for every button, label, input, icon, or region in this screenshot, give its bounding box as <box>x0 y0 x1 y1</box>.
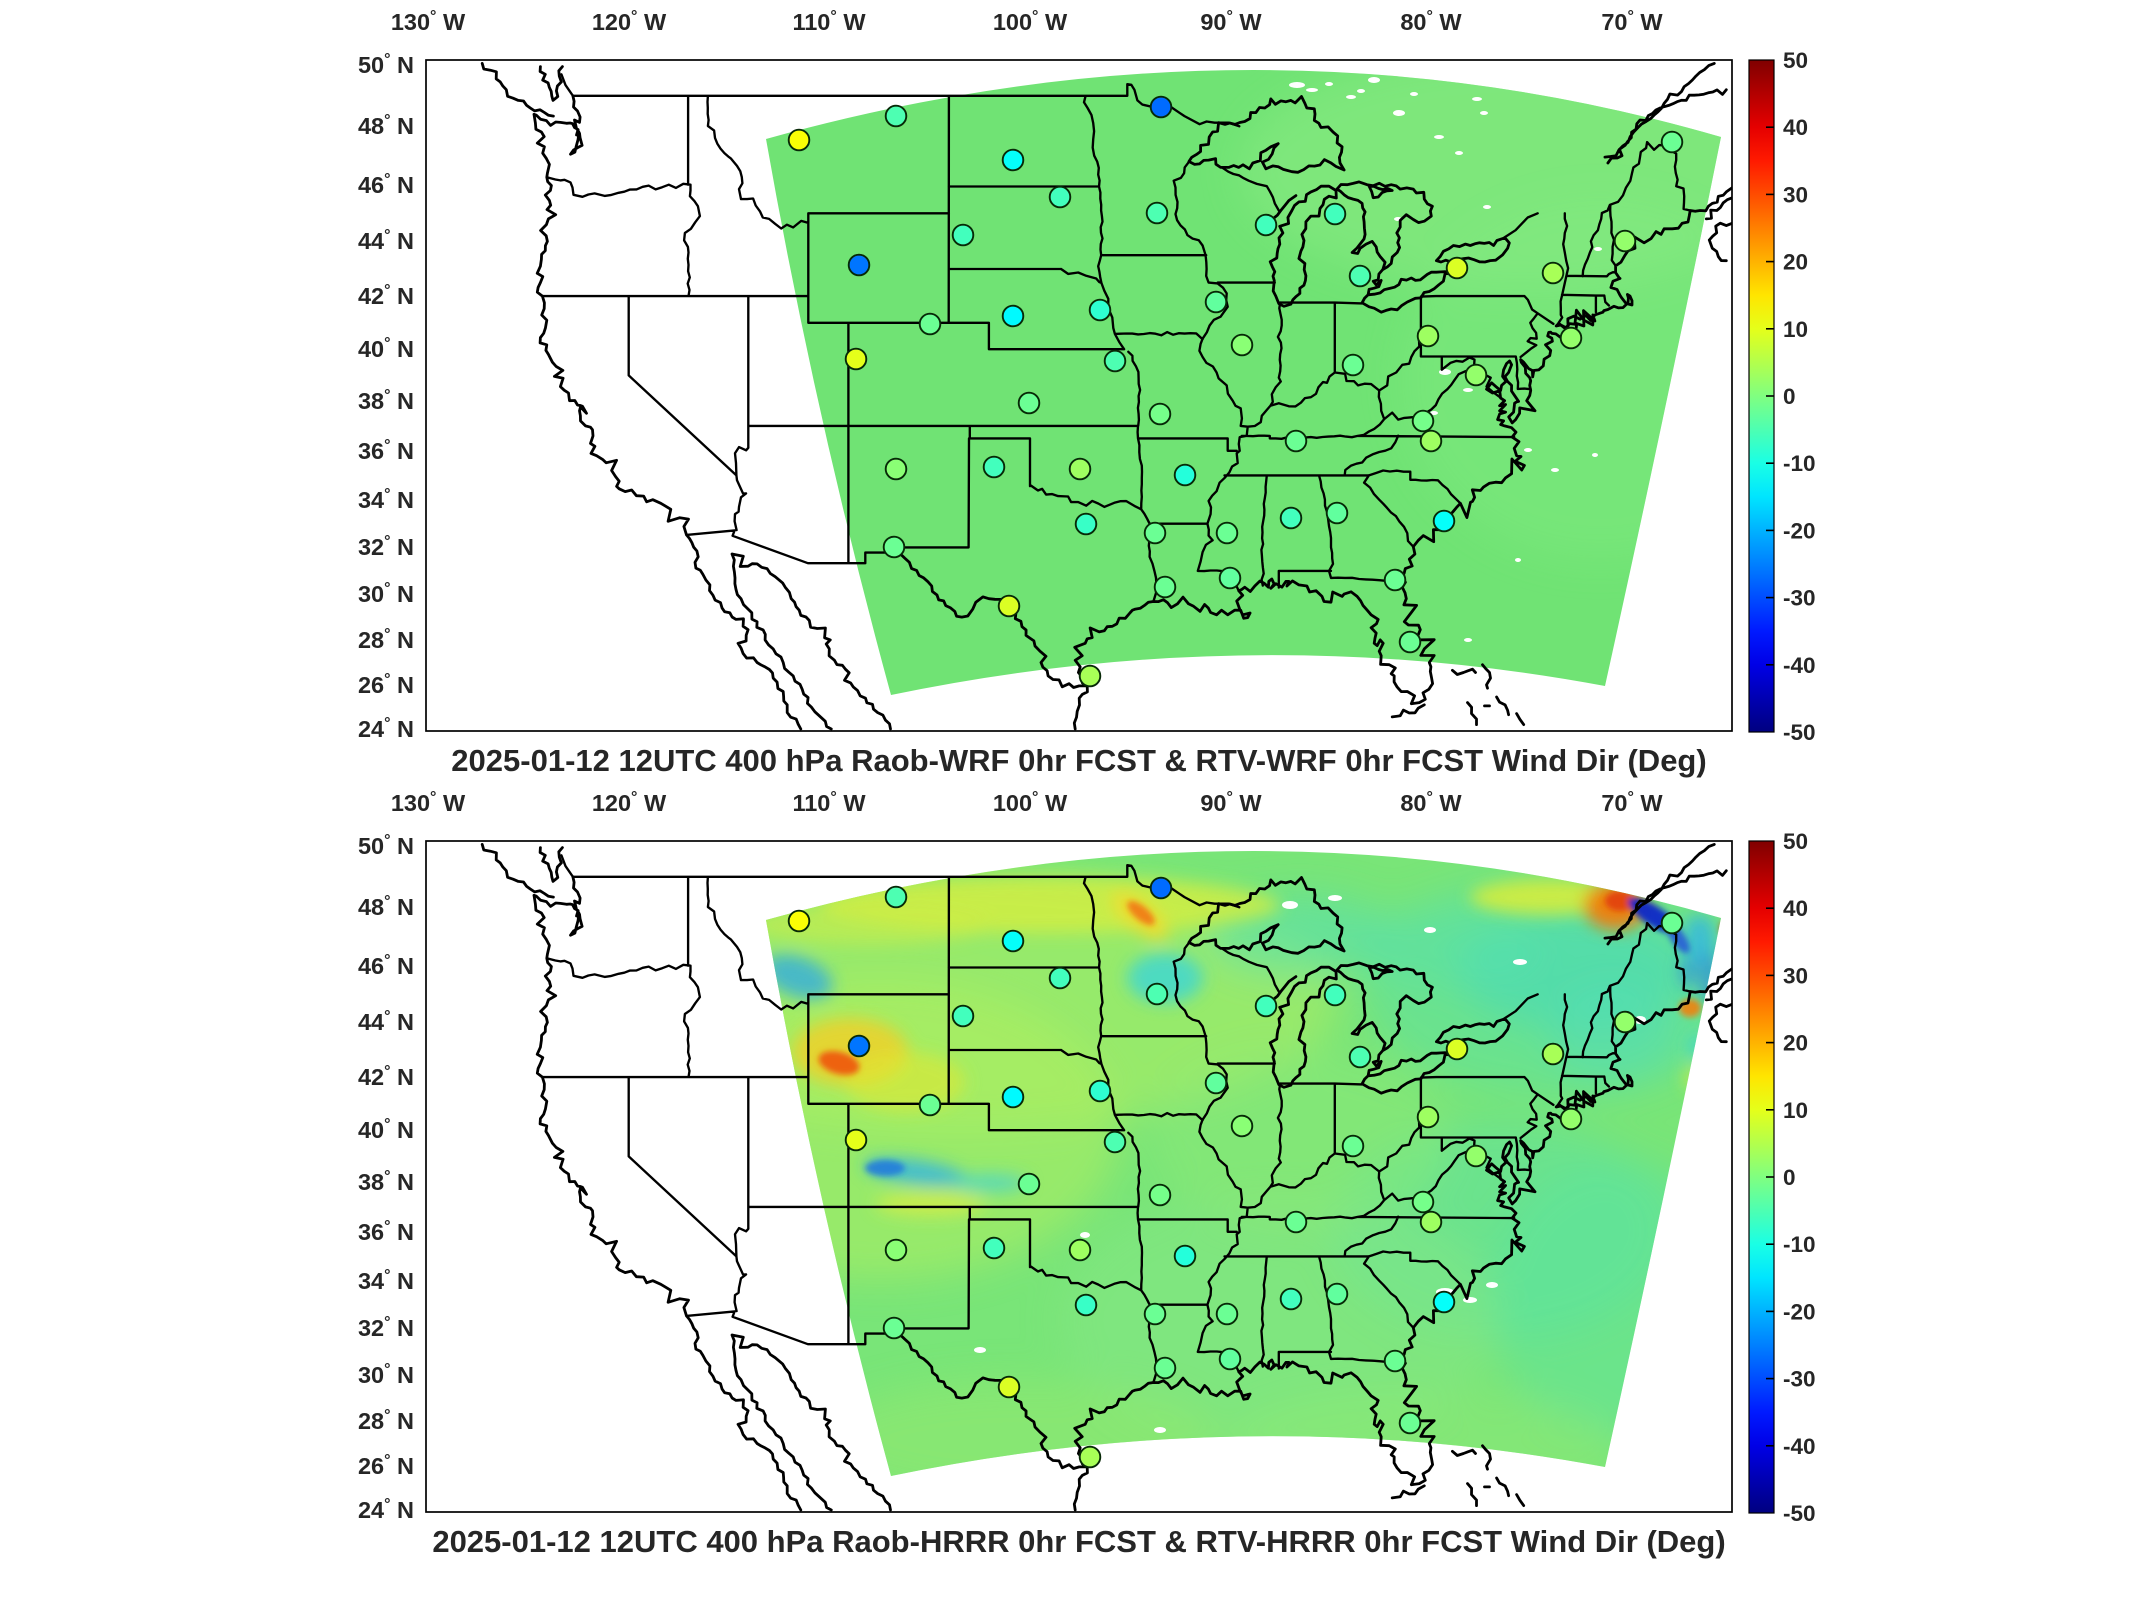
svg-text:80° W: 80° W <box>1400 8 1462 35</box>
svg-text:-40: -40 <box>1783 653 1816 678</box>
svg-text:90° W: 90° W <box>1200 8 1262 35</box>
svg-text:30: 30 <box>1783 182 1808 207</box>
svg-text:10: 10 <box>1783 317 1808 342</box>
svg-text:-50: -50 <box>1783 1501 1816 1526</box>
svg-text:-30: -30 <box>1783 586 1816 611</box>
svg-text:-10: -10 <box>1783 451 1816 476</box>
svg-text:34° N: 34° N <box>358 486 414 513</box>
svg-text:20: 20 <box>1783 250 1808 275</box>
svg-text:30° N: 30° N <box>358 1361 414 1388</box>
svg-text:-50: -50 <box>1783 720 1816 745</box>
svg-text:10: 10 <box>1783 1098 1808 1123</box>
svg-text:20: 20 <box>1783 1031 1808 1056</box>
svg-text:26° N: 26° N <box>358 671 414 698</box>
svg-text:110° W: 110° W <box>792 789 866 816</box>
svg-text:30° N: 30° N <box>358 580 414 607</box>
svg-text:-10: -10 <box>1783 1232 1816 1257</box>
svg-text:36° N: 36° N <box>358 1218 414 1245</box>
svg-text:120° W: 120° W <box>592 8 667 35</box>
svg-text:120° W: 120° W <box>592 789 667 816</box>
svg-text:2025-01-12 12UTC 400 hPa Raob-: 2025-01-12 12UTC 400 hPa Raob-WRF 0hr FC… <box>451 743 1706 778</box>
svg-text:40° N: 40° N <box>358 335 414 362</box>
svg-text:46° N: 46° N <box>358 171 414 198</box>
svg-text:40: 40 <box>1783 115 1808 140</box>
svg-text:0: 0 <box>1783 1165 1796 1190</box>
svg-text:-40: -40 <box>1783 1434 1816 1459</box>
svg-text:-30: -30 <box>1783 1367 1816 1392</box>
svg-text:50: 50 <box>1783 829 1808 854</box>
svg-text:40: 40 <box>1783 896 1808 921</box>
svg-text:-20: -20 <box>1783 1299 1816 1324</box>
svg-text:110° W: 110° W <box>792 8 866 35</box>
svg-text:130° W: 130° W <box>391 8 466 35</box>
svg-text:30: 30 <box>1783 963 1808 988</box>
svg-text:2025-01-12 12UTC 400 hPa Raob-: 2025-01-12 12UTC 400 hPa Raob-HRRR 0hr F… <box>432 1524 1725 1559</box>
svg-text:-20: -20 <box>1783 518 1816 543</box>
svg-text:130° W: 130° W <box>391 789 466 816</box>
svg-text:100° W: 100° W <box>993 8 1068 35</box>
svg-text:50: 50 <box>1783 48 1808 73</box>
svg-text:100° W: 100° W <box>993 789 1068 816</box>
svg-text:0: 0 <box>1783 384 1796 409</box>
